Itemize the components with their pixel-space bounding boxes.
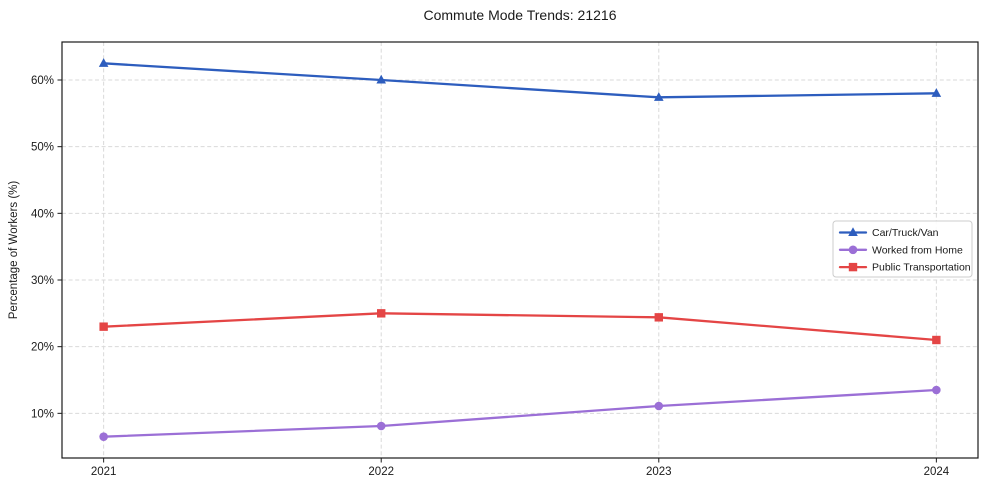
y-tick-label: 20% — [31, 342, 54, 354]
data-point-marker-public-transportation — [377, 309, 386, 318]
data-point-marker-car-truck-van — [376, 74, 387, 84]
data-point-marker-public-transportation — [932, 335, 941, 345]
x-tick-label: 2023 — [646, 466, 672, 478]
legend-label-public-transportation: Public Transportation — [872, 262, 971, 274]
legend-sample-marker-worked-from-home — [848, 245, 858, 255]
y-tick-label: 30% — [31, 275, 54, 287]
legend-label-worked-from-home: Worked from Home — [872, 244, 963, 256]
series-line-car-truck-van — [102, 62, 938, 99]
y-tick-label: 60% — [31, 75, 54, 87]
legend: Car/Truck/Van Worked from Home Public Tran… — [832, 220, 973, 278]
y-tick-label: 40% — [31, 208, 54, 220]
chart-title: Commute Mode Trends: 21216 — [423, 7, 617, 23]
x-tick-label: 2021 — [91, 466, 117, 478]
data-point-marker-car-truck-van — [98, 58, 109, 67]
data-point-marker-worked-from-home — [99, 432, 108, 441]
series-line-worked-from-home — [102, 388, 938, 438]
data-point-marker-worked-from-home — [654, 401, 664, 411]
x-tick-label: 2024 — [924, 466, 950, 478]
y-tick-label: 10% — [31, 408, 54, 420]
data-point-marker-car-truck-van — [931, 88, 942, 97]
data-point-marker-car-truck-van — [653, 92, 664, 101]
x-tick-label: 2022 — [368, 466, 394, 478]
data-point-marker-worked-from-home — [376, 421, 386, 431]
data-point-marker-public-transportation — [99, 322, 108, 331]
legend-sample-marker-public-transportation — [848, 262, 858, 272]
legend-sample-marker-car-truck-van — [848, 227, 858, 236]
series-line-public-transportation — [102, 312, 938, 342]
data-point-marker-public-transportation — [654, 313, 663, 322]
legend-box — [832, 220, 973, 278]
data-point-marker-worked-from-home — [932, 385, 941, 395]
plot-border — [61, 41, 979, 459]
y-tick-label: 50% — [31, 142, 54, 154]
legend-label-car-truck-van: Car/Truck/Van — [872, 227, 939, 239]
